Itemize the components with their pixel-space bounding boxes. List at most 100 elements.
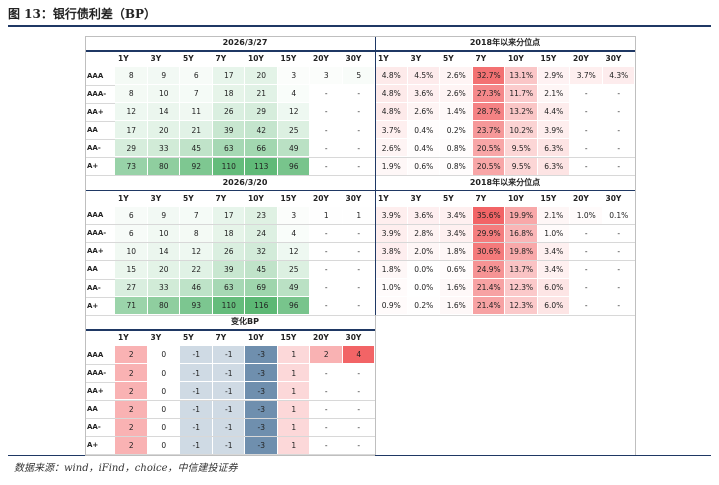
percentile-cell: 9.5%	[511, 161, 531, 171]
value-cell-bg	[277, 279, 310, 298]
percentile-cell-bg	[537, 157, 570, 176]
value-cell: -1	[192, 386, 200, 396]
percentile-cell-bg	[505, 297, 538, 316]
value-cell: 49	[288, 283, 299, 293]
value-cell: -	[357, 440, 361, 450]
value-cell-bg	[147, 436, 180, 455]
value-cell: -	[324, 228, 328, 238]
percentile-cell-bg	[537, 279, 570, 298]
percentile-cell-bg	[375, 139, 408, 158]
percentile-cell-bg	[472, 139, 505, 158]
value-cell: 66	[256, 143, 267, 153]
value-cell: -	[357, 161, 361, 171]
value-cell-bg	[277, 85, 310, 104]
value-cell: -	[324, 368, 328, 378]
percentile-cell: 2.0%	[414, 247, 434, 257]
rule	[85, 329, 375, 331]
value-cell-bg	[115, 364, 148, 383]
value-cell: 5	[356, 71, 362, 81]
percentile-cell-bg	[375, 224, 408, 243]
value-cell: -1	[225, 368, 233, 378]
percentile-cell: 19.8%	[509, 247, 534, 257]
rule	[635, 36, 636, 455]
percentile-cell-bg	[440, 206, 473, 225]
top-rule	[8, 25, 711, 27]
percentile-cell: -	[617, 301, 621, 311]
percentile-cell-bg	[407, 157, 440, 176]
value-cell: 20	[158, 125, 169, 135]
value-cell: 0	[161, 368, 167, 378]
value-cell: 7	[193, 89, 199, 99]
value-cell-bg	[342, 67, 375, 86]
value-cell-bg	[342, 297, 375, 316]
percentile-cell-bg	[602, 260, 635, 279]
value-cell: -1	[225, 422, 233, 432]
value-cell-bg	[147, 121, 180, 140]
value-cell: 4	[356, 350, 362, 360]
value-cell-bg	[212, 436, 245, 455]
percentile-cell-bg	[570, 103, 603, 122]
value-cell-bg	[245, 67, 278, 86]
percentile-cell: -	[584, 107, 588, 117]
value-cell-bg	[212, 382, 245, 401]
percentile-cell-bg	[505, 224, 538, 243]
percentile-cell: -	[584, 301, 588, 311]
value-cell-bg	[245, 436, 278, 455]
row-label: A+	[87, 301, 99, 310]
percentile-cell: 24.9%	[476, 265, 501, 275]
row-label: AAA	[87, 71, 104, 80]
value-cell-bg	[147, 139, 180, 158]
percentile-cell-bg	[505, 157, 538, 176]
percentile-cell-bg	[505, 121, 538, 140]
value-cell-bg	[277, 382, 310, 401]
column-label: 5Y	[183, 193, 194, 203]
value-cell: 110	[221, 161, 236, 171]
value-cell-bg	[147, 364, 180, 383]
row-label: AAA	[87, 211, 104, 220]
percentile-cell: 0.2%	[414, 301, 434, 311]
value-cell: 9	[161, 210, 167, 220]
value-cell-bg	[342, 103, 375, 122]
value-cell: 12	[191, 247, 202, 257]
percentile-cell: 1.0%	[544, 228, 564, 238]
percentile-cell-bg	[472, 260, 505, 279]
value-cell: 0	[161, 386, 167, 396]
value-cell: 45	[191, 143, 202, 153]
value-cell-bg	[147, 224, 180, 243]
value-cell-bg	[212, 297, 245, 316]
value-cell: 6	[193, 71, 199, 81]
value-cell: -	[357, 422, 361, 432]
value-cell-bg	[342, 400, 375, 419]
value-cell-bg	[147, 157, 180, 176]
row-label: A+	[87, 441, 99, 450]
percentile-cell: -	[584, 89, 588, 99]
row-label: AA+	[87, 107, 104, 116]
value-cell: 17	[223, 71, 234, 81]
row-label: AA	[87, 125, 98, 134]
source-note: 数据来源：wind，iFind，choice，中信建投证券	[14, 463, 238, 474]
rule	[85, 36, 635, 37]
percentile-cell: 6.0%	[544, 283, 564, 293]
percentile-cell-bg	[505, 85, 538, 104]
percentile-cell: 3.8%	[381, 247, 401, 257]
value-cell: 1	[291, 440, 297, 450]
percentile-cell: -	[617, 228, 621, 238]
section-header: 2018年以来分位点	[469, 38, 541, 47]
value-cell-bg	[245, 364, 278, 383]
percentile-cell: 30.6%	[476, 247, 501, 257]
column-label: 15Y	[540, 54, 557, 64]
row-label: AAA-	[87, 89, 107, 98]
value-cell-bg	[147, 242, 180, 261]
value-cell: 15	[126, 265, 137, 275]
rule	[375, 36, 376, 316]
percentile-cell: 2.1%	[544, 210, 564, 220]
value-cell: 20	[256, 71, 267, 81]
value-cell: 11	[191, 107, 202, 117]
percentile-cell: 19.9%	[509, 210, 534, 220]
value-cell-bg	[310, 260, 343, 279]
value-cell-bg	[277, 436, 310, 455]
value-cell-bg	[115, 157, 148, 176]
percentile-cell-bg	[602, 139, 635, 158]
percentile-cell-bg	[407, 260, 440, 279]
